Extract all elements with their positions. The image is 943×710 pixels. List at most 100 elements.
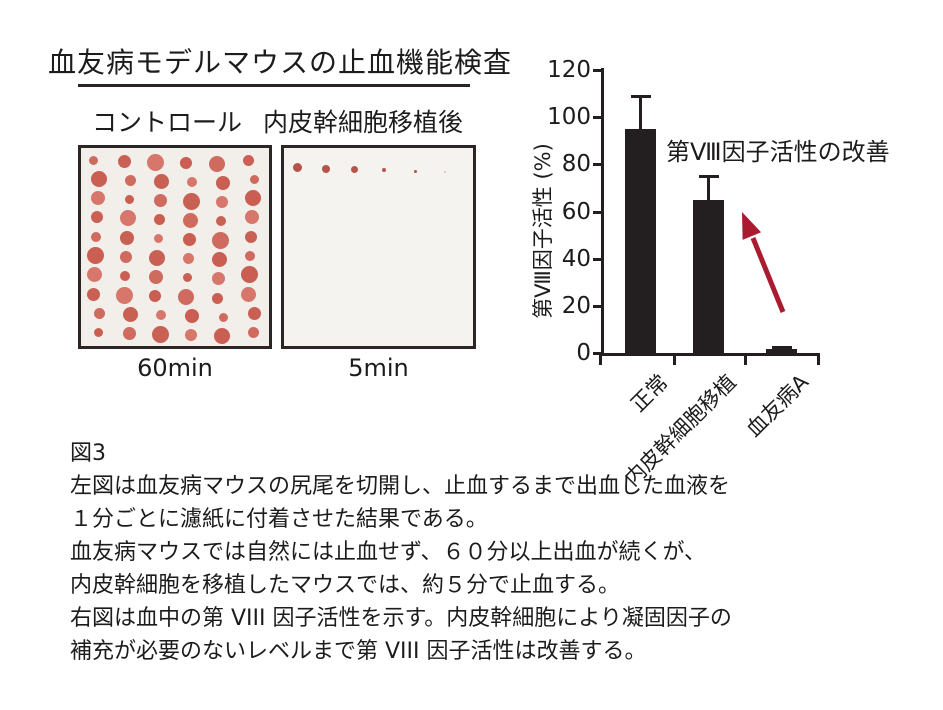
x-axis-tick [816, 353, 820, 365]
blood-spot [245, 190, 261, 207]
blood-spot [322, 165, 330, 173]
y-axis-tick [593, 116, 603, 120]
caption-line: 左図は血友病マウスの尻尾を切開し、止血するまで出血した血液を [70, 474, 731, 499]
blood-spot [151, 325, 169, 343]
blood-spot [91, 231, 101, 242]
blood-spot [115, 286, 133, 304]
error-bar-cap [771, 346, 792, 350]
blood-spot [88, 155, 98, 165]
blood-spot [245, 250, 255, 261]
caption-line: 血友病マウスでは自然には止血せず、６０分以上出血が続くが、 [70, 540, 707, 565]
caption-line: 内皮幹細胞を移植したマウスでは、約５分で止血する。 [70, 573, 621, 598]
blood-spot [91, 211, 103, 224]
y-axis-tick [593, 210, 603, 214]
blood-spot [381, 167, 387, 173]
blood-spot [218, 312, 228, 322]
blood-spot [153, 234, 163, 244]
blood-spot [122, 326, 136, 340]
y-tick-label: 80 [561, 151, 591, 178]
blood-spot [182, 233, 196, 247]
blood-spot [156, 310, 166, 321]
blood-spot [187, 177, 197, 188]
x-axis-tick [673, 353, 676, 365]
caption-line: 補充が必要のないレベルまで第 VIII 因子活性は改善する。 [70, 639, 647, 664]
blood-spot [120, 210, 136, 227]
blood-spot [91, 191, 105, 206]
blood-spot [149, 290, 161, 303]
blood-spot [211, 272, 225, 286]
blood-spot [245, 210, 259, 225]
blood-spot [240, 286, 256, 302]
blood-spot [350, 165, 358, 173]
control-blood-spot-photo [78, 145, 272, 349]
blood-spot [211, 252, 227, 268]
blood-spot [185, 329, 197, 342]
blood-spot [124, 194, 134, 204]
blood-spot [240, 266, 258, 284]
blood-spot [444, 171, 446, 173]
y-tick-label: 0 [576, 340, 591, 366]
y-tick-label: 40 [561, 245, 591, 272]
error-bar-stem [707, 176, 710, 204]
arrow-line [750, 237, 786, 313]
y-tick-label: 120 [547, 57, 591, 83]
x-axis-tick [598, 353, 602, 365]
figure-title: 血友病モデルマウスの止血機能検査 [48, 46, 513, 79]
blood-spot [180, 157, 192, 169]
chart-annotation: 第Ⅷ因子活性の改善 [666, 138, 890, 166]
y-axis-tick [593, 163, 603, 167]
blood-spot [178, 289, 194, 306]
blood-spot [93, 327, 103, 337]
blood-spot [216, 176, 230, 191]
blood-spot [209, 156, 225, 172]
bar-正常 [625, 128, 656, 356]
bar-内皮幹細胞移植 [693, 199, 724, 356]
y-axis-title: 第Ⅷ因子活性 (%) [531, 143, 555, 319]
blood-spot [242, 154, 254, 166]
transplant-blood-spot-photo [281, 145, 476, 349]
caption-figure-number: 図3 [70, 441, 106, 466]
category-label: 正常 [625, 369, 673, 417]
y-axis-tick [593, 352, 603, 355]
panel-label-transplant: 内皮幹細胞移植後 [263, 108, 464, 137]
blood-spot [153, 193, 167, 207]
error-bar-stem [639, 95, 642, 133]
blood-spot [86, 287, 100, 301]
error-bar-cap [630, 94, 651, 98]
blood-spot [216, 216, 226, 227]
blood-spot [185, 309, 199, 324]
arrow-head-icon [742, 212, 762, 240]
figure-caption: 図3 左図は血友病マウスの尻尾を切開し、止血するまで出血した血液を １分ごとに濾… [70, 437, 732, 668]
time-label-control: 60min [137, 354, 213, 382]
blood-spot [245, 230, 257, 243]
caption-line: 右図は血中の第 VIII 因子活性を示す。内皮幹細胞により凝固因子の [70, 606, 732, 631]
blood-spot [182, 273, 192, 283]
bar-血友病A [766, 349, 797, 356]
x-axis-tick [743, 353, 747, 365]
blood-spot [214, 328, 230, 345]
blood-spot [91, 171, 107, 188]
caption-line: １分ごとに濾紙に付着させた結果である。 [70, 507, 488, 532]
blood-spot [247, 326, 259, 338]
blood-spot [124, 174, 136, 186]
blood-spot [292, 162, 302, 172]
blood-spot [216, 196, 228, 209]
panel-label-control: コントロール [92, 108, 243, 137]
time-label-transplant: 5min [348, 354, 409, 382]
blood-spot [149, 269, 163, 284]
blood-spot [247, 306, 261, 320]
blood-spot [149, 249, 165, 266]
y-tick-label: 20 [561, 292, 591, 319]
y-axis-tick [593, 69, 603, 72]
blood-spot [122, 306, 138, 322]
title-underline [78, 84, 470, 87]
blood-spot [182, 253, 194, 265]
y-axis-tick [593, 304, 603, 308]
blood-spot [413, 169, 417, 173]
y-tick-label: 100 [547, 104, 591, 131]
blood-spot [120, 230, 134, 245]
blood-spot [120, 250, 132, 263]
error-bar-cap [698, 175, 719, 179]
blood-spot [249, 174, 259, 184]
